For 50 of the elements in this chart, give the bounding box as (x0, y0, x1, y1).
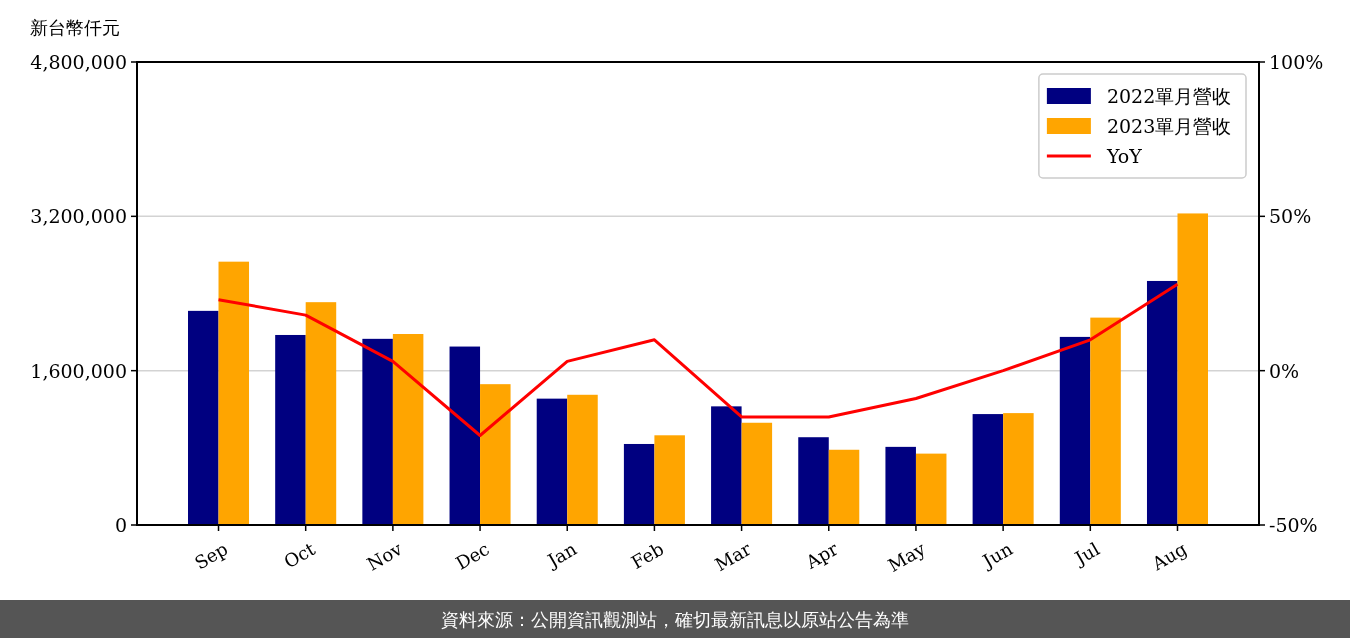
x-tick-label: May (884, 537, 930, 576)
y-tick-label: 3,200,000 (30, 205, 127, 228)
y-axis-title: 新台幣仟元 (30, 16, 120, 38)
bar (798, 437, 829, 525)
x-tick-label: Dec (451, 538, 493, 574)
bar (915, 453, 947, 525)
bar (654, 435, 685, 525)
bar (305, 302, 337, 525)
bar (1177, 213, 1208, 525)
x-tick-label: Jul (1069, 537, 1104, 570)
bar (623, 443, 655, 525)
bar (1090, 317, 1121, 525)
bar (1003, 413, 1034, 525)
y2-tick-label: -50% (1269, 514, 1318, 536)
bar (449, 346, 481, 525)
y-tick-label: 0 (114, 514, 127, 536)
y-tick-label: 1,600,000 (30, 359, 127, 382)
x-tick-label: Nov (363, 537, 407, 575)
y2-tick-label: 100% (1269, 51, 1324, 73)
x-tick-label: Feb (627, 538, 668, 574)
x-tick-label: Apr (801, 537, 842, 574)
bar (828, 449, 860, 525)
bar (567, 394, 598, 525)
bar (362, 338, 393, 525)
x-tick-label: Sep (190, 538, 232, 574)
y2-tick-label: 0% (1269, 359, 1300, 382)
x-tick-label: Aug (1147, 538, 1191, 575)
bar (885, 446, 916, 525)
x-tick-label: Mar (711, 537, 755, 576)
bar (711, 406, 742, 525)
bar (188, 310, 219, 525)
bar (972, 414, 1004, 525)
line-series (217, 282, 1179, 437)
bar (1146, 280, 1178, 525)
x-tick-label: Oct (280, 537, 320, 573)
source-note: 資料來源：公開資訊觀測站，確切最新訊息以原站公告為準 (441, 608, 909, 630)
legend-label: YoY (1105, 145, 1143, 167)
y2-tick-label: 50% (1269, 205, 1312, 228)
x-tick-label: Jan (542, 537, 581, 573)
x-tick-label: Jun (977, 537, 1017, 573)
legend-label: 2022單月營收 (1106, 85, 1232, 107)
bar (480, 384, 511, 525)
bar (536, 398, 568, 525)
y-tick-label: 4,800,000 (30, 51, 127, 73)
bar (1059, 336, 1091, 525)
bar (741, 422, 773, 525)
bar (392, 334, 424, 525)
bar (218, 261, 250, 525)
bar (275, 334, 306, 525)
legend-label: 2023單月營收 (1106, 115, 1232, 137)
